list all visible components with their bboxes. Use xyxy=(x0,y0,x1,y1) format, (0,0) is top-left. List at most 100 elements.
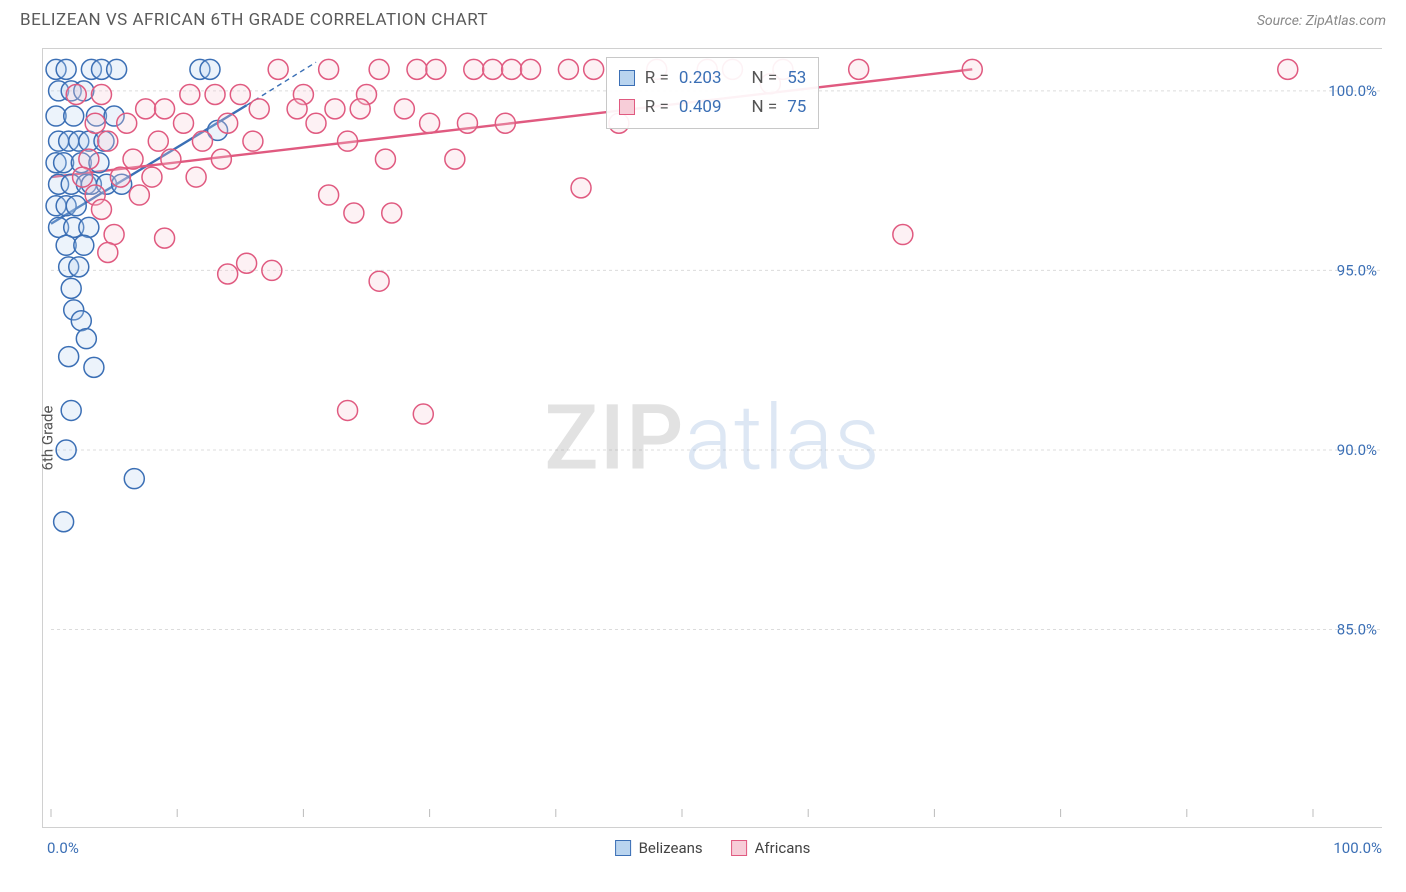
scatter-point xyxy=(161,149,181,169)
scatter-point xyxy=(243,131,263,151)
scatter-point xyxy=(66,84,86,104)
scatter-point xyxy=(66,196,86,216)
stats-r-label: R = xyxy=(645,93,669,122)
scatter-point xyxy=(483,59,503,79)
scatter-point xyxy=(375,149,395,169)
scatter-point xyxy=(155,99,175,119)
scatter-point xyxy=(849,59,869,79)
legend-item: Africans xyxy=(731,839,811,857)
scatter-point xyxy=(79,217,99,237)
y-tick-label: 85.0% xyxy=(1337,620,1377,638)
scatter-point xyxy=(142,167,162,187)
source-label: Source: ZipAtlas.com xyxy=(1257,13,1386,29)
scatter-point xyxy=(74,235,94,255)
legend-label: Belizeans xyxy=(639,839,703,857)
scatter-plot: 85.0% 90.0% 95.0% 100.0% xyxy=(43,49,1383,829)
scatter-point xyxy=(91,199,111,219)
scatter-point xyxy=(186,167,206,187)
stats-box: R =0.203N =53R =0.409N =75 xyxy=(606,57,820,129)
scatter-point xyxy=(117,113,137,133)
scatter-point xyxy=(268,59,288,79)
scatter-point xyxy=(56,440,76,460)
stats-r-label: R = xyxy=(645,64,669,93)
x-tick-100: 100.0% xyxy=(1333,839,1382,857)
scatter-point xyxy=(124,469,144,489)
scatter-point xyxy=(325,99,345,119)
scatter-point xyxy=(369,59,389,79)
scatter-point xyxy=(69,257,89,277)
scatter-point xyxy=(426,59,446,79)
scatter-point xyxy=(211,149,231,169)
scatter-point xyxy=(464,59,484,79)
chart-title: BELIZEAN VS AFRICAN 6TH GRADE CORRELATIO… xyxy=(20,10,488,30)
scatter-point xyxy=(98,242,118,262)
scatter-point xyxy=(104,225,124,245)
scatter-point xyxy=(962,59,982,79)
stats-n-label: N = xyxy=(752,93,778,122)
scatter-point xyxy=(76,329,96,349)
scatter-point xyxy=(174,113,194,133)
scatter-point xyxy=(1278,59,1298,79)
legend: Belizeans Africans xyxy=(615,839,811,857)
scatter-point xyxy=(407,59,427,79)
stats-row: R = 0.203 N = 53 xyxy=(619,64,807,93)
scatter-point xyxy=(107,59,127,79)
scatter-point xyxy=(59,347,79,367)
scatter-point xyxy=(369,271,389,291)
legend-item: Belizeans xyxy=(615,839,703,857)
scatter-point xyxy=(85,113,105,133)
scatter-point xyxy=(306,113,326,133)
y-tick-label: 100.0% xyxy=(1328,82,1377,100)
scatter-point xyxy=(123,149,143,169)
stats-r-value: 0.409 xyxy=(679,93,722,122)
scatter-point xyxy=(338,131,358,151)
stats-swatch xyxy=(619,70,635,86)
scatter-point xyxy=(413,404,433,424)
y-axis-label: 6th Grade xyxy=(38,406,56,471)
scatter-point xyxy=(91,84,111,104)
scatter-point xyxy=(110,167,130,187)
scatter-point xyxy=(394,99,414,119)
legend-swatch xyxy=(615,840,631,856)
y-tick-label: 90.0% xyxy=(1337,441,1377,459)
scatter-point xyxy=(61,278,81,298)
scatter-point xyxy=(192,131,212,151)
scatter-point xyxy=(200,59,220,79)
scatter-point xyxy=(344,203,364,223)
scatter-point xyxy=(155,228,175,248)
scatter-point xyxy=(521,59,541,79)
y-tick-label: 95.0% xyxy=(1337,261,1377,279)
scatter-point xyxy=(445,149,465,169)
scatter-point xyxy=(319,185,339,205)
scatter-point xyxy=(79,149,99,169)
scatter-point xyxy=(382,203,402,223)
scatter-point xyxy=(571,178,591,198)
stats-r-value: 0.203 xyxy=(679,64,722,93)
stats-n-value: 53 xyxy=(787,64,806,93)
scatter-point xyxy=(457,113,477,133)
scatter-point xyxy=(218,113,238,133)
scatter-point xyxy=(180,84,200,104)
scatter-point xyxy=(584,59,604,79)
stats-n-label: N = xyxy=(752,64,778,93)
chart-container: 85.0%90.0%95.0%100.0% 6th Grade R =0.203… xyxy=(42,48,1382,828)
scatter-point xyxy=(350,99,370,119)
scatter-point xyxy=(249,99,269,119)
legend-label: Africans xyxy=(755,839,811,857)
stats-swatch xyxy=(619,99,635,115)
scatter-point xyxy=(287,99,307,119)
scatter-point xyxy=(218,264,238,284)
scatter-point xyxy=(73,167,93,187)
scatter-point xyxy=(205,84,225,104)
scatter-point xyxy=(71,311,91,331)
scatter-point xyxy=(136,99,156,119)
scatter-point xyxy=(495,113,515,133)
scatter-point xyxy=(129,185,149,205)
scatter-point xyxy=(54,512,74,532)
scatter-point xyxy=(338,400,358,420)
scatter-point xyxy=(558,59,578,79)
scatter-point xyxy=(893,225,913,245)
scatter-point xyxy=(56,59,76,79)
scatter-point xyxy=(502,59,522,79)
scatter-point xyxy=(230,84,250,104)
